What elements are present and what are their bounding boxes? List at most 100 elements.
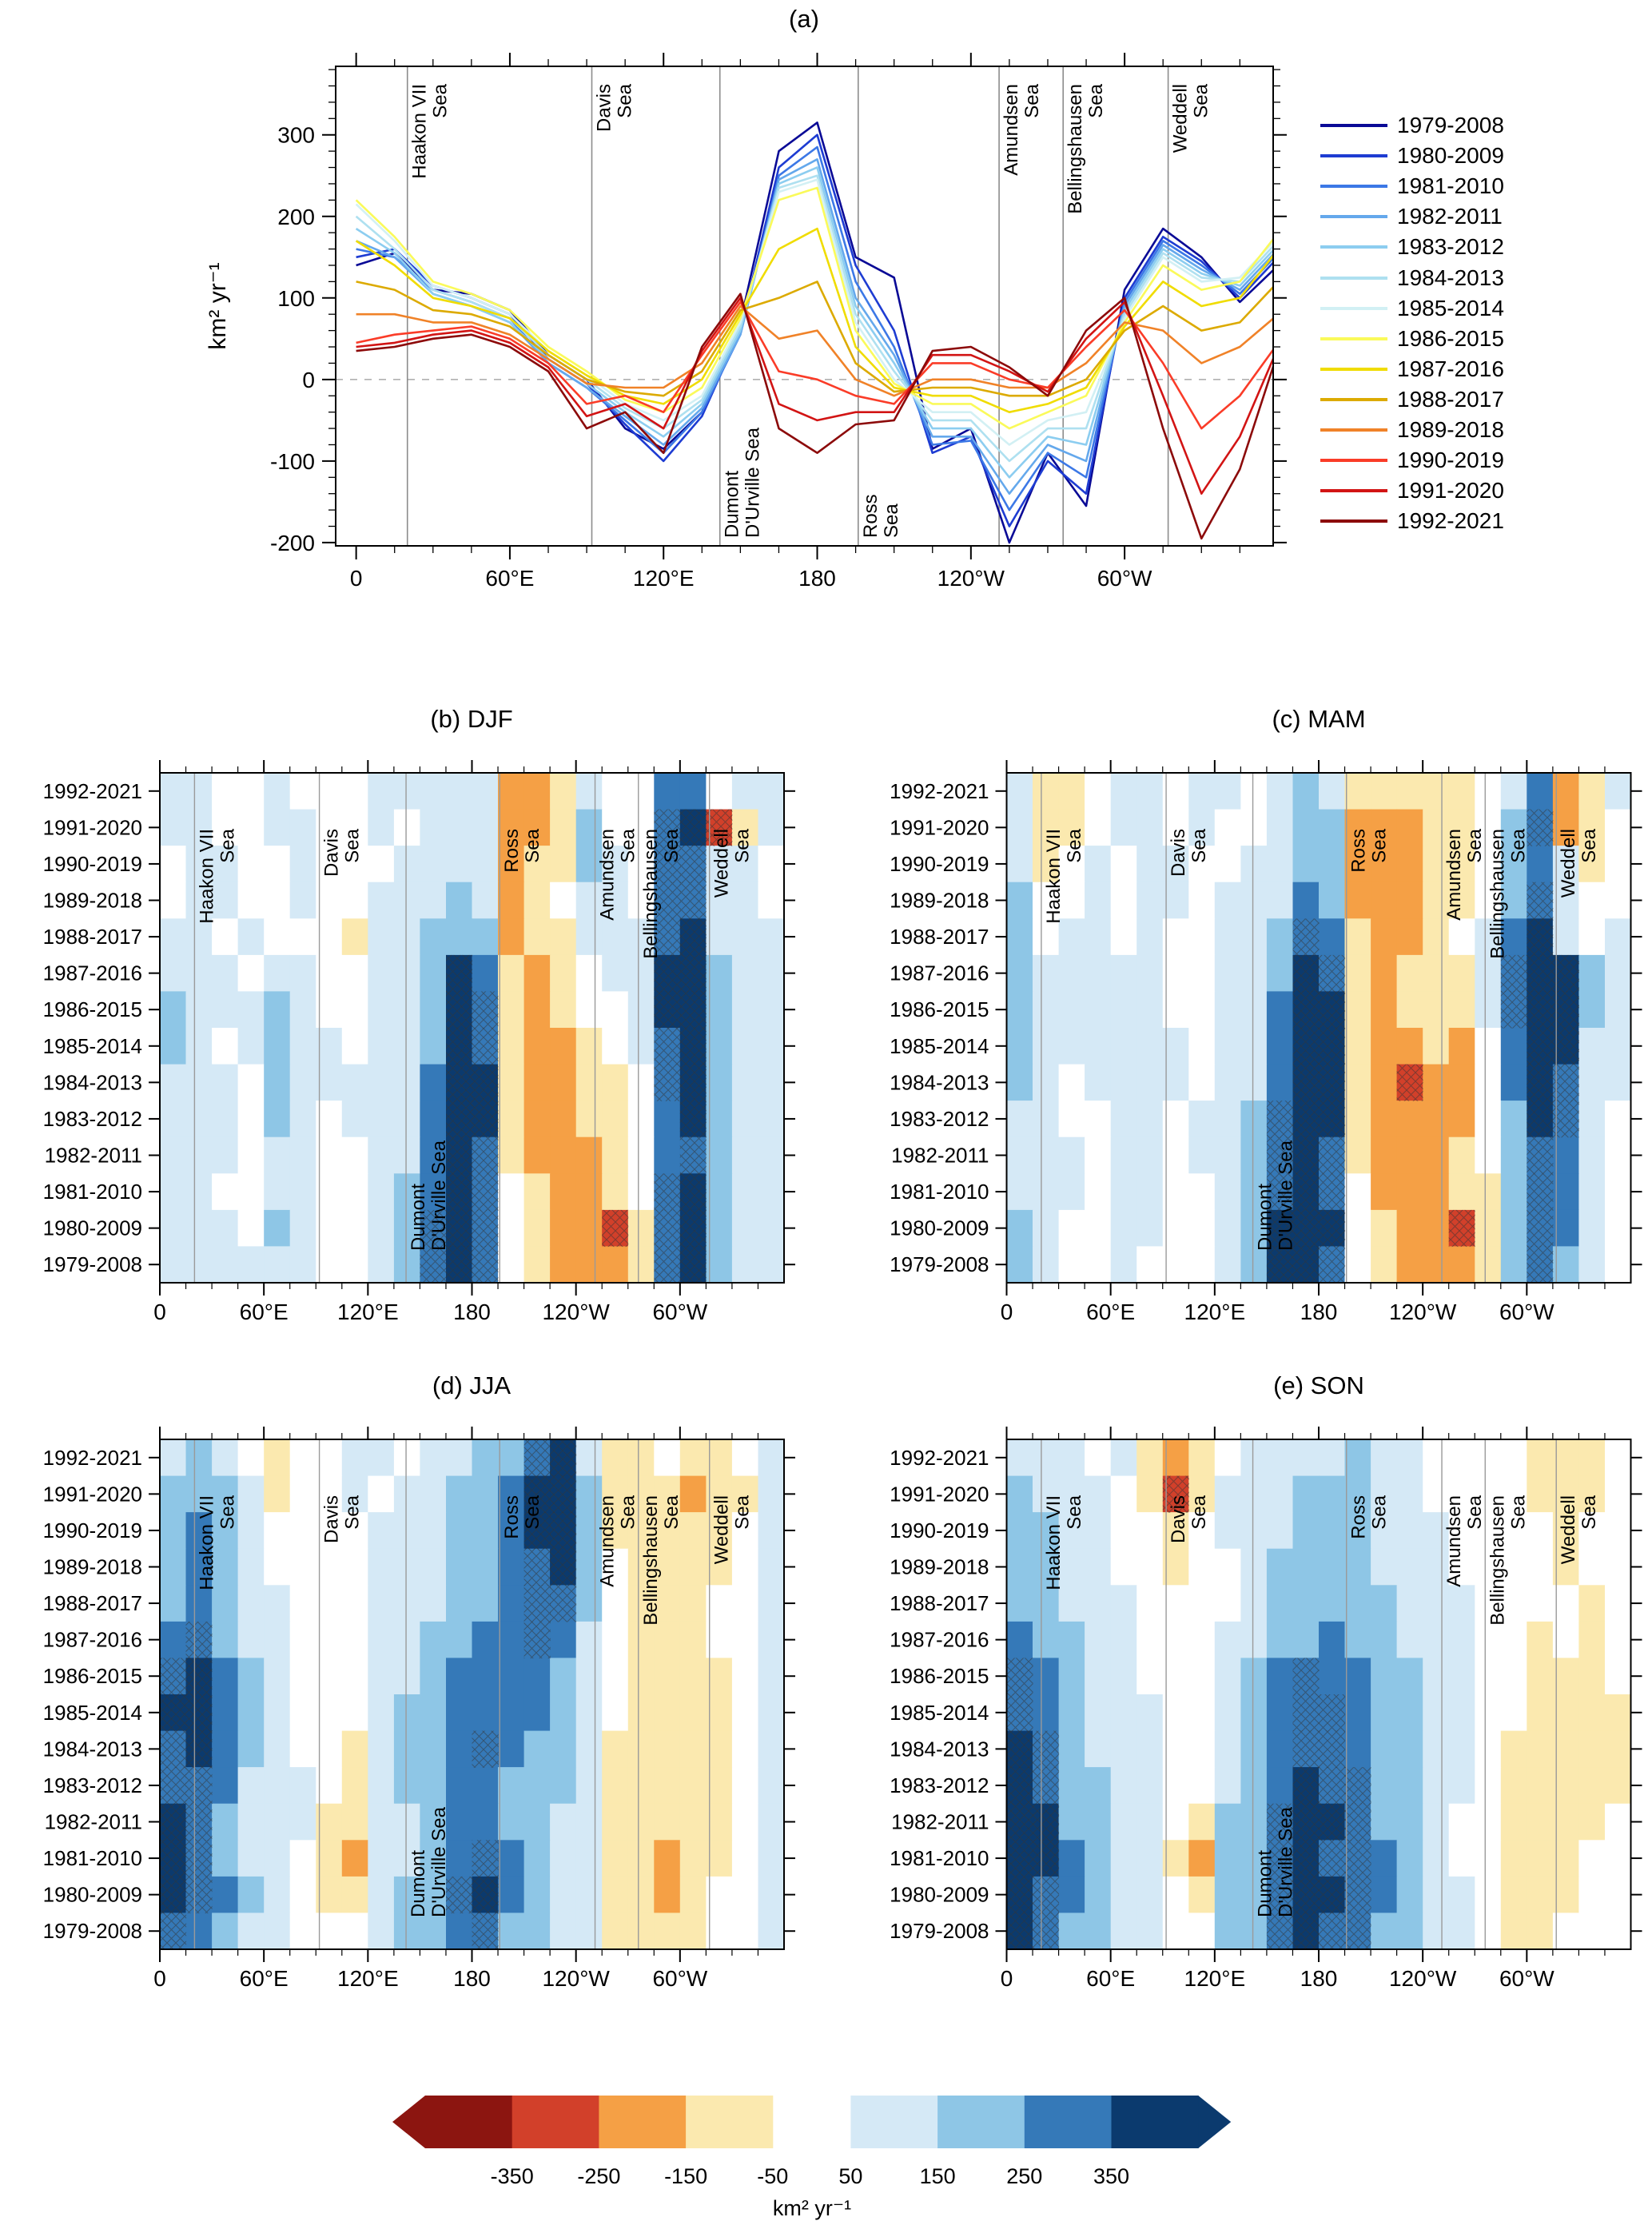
svg-text:1981-2010: 1981-2010 — [43, 1180, 142, 1204]
series-1989-2018 — [356, 304, 1273, 397]
svg-text:60°W: 60°W — [1499, 1300, 1554, 1324]
legend-label: 1987-2016 — [1397, 356, 1504, 381]
legend-item: 1987-2016 — [1320, 354, 1504, 384]
legend-label: 1986-2015 — [1397, 325, 1504, 351]
svg-text:60°W: 60°W — [652, 1300, 707, 1324]
svg-text:1992-2021: 1992-2021 — [890, 779, 989, 803]
svg-text:1984-2013: 1984-2013 — [890, 1737, 989, 1761]
svg-text:1992-2021: 1992-2021 — [43, 779, 142, 803]
svg-text:1990-2019: 1990-2019 — [43, 1519, 142, 1542]
svg-text:1982-2011: 1982-2011 — [45, 1810, 142, 1834]
legend-line-swatch — [1320, 367, 1387, 371]
legend-line-swatch — [1320, 306, 1387, 310]
sea-label: RossSea — [501, 1495, 543, 1538]
legend-label: 1985-2014 — [1397, 295, 1504, 320]
panel-b-plot: 0 60°E 120°E 180 120°W 60°W 1992-2021 1991-2020… — [43, 760, 795, 1324]
legend-line-swatch — [1320, 489, 1387, 493]
legend-item: 1989-2018 — [1320, 415, 1504, 445]
legend-item: 1986-2015 — [1320, 324, 1504, 354]
legend-line-swatch — [1320, 519, 1387, 523]
svg-text:120°W: 120°W — [542, 1966, 610, 1991]
sea-label: AmundsenSea — [597, 1495, 639, 1586]
svg-text:60°W: 60°W — [652, 1966, 707, 1991]
panel-d-plot: 0 60°E 120°E 180 120°W 60°W 1992-2021 1991-2020… — [43, 1427, 795, 1991]
sea-label: WeddellSea — [711, 1495, 754, 1564]
svg-text:1982-2011: 1982-2011 — [891, 1810, 989, 1834]
panel-a-title: (a) — [789, 5, 819, 33]
legend-label: 1980-2009 — [1397, 143, 1504, 169]
sea-label: DumontD'Urville Sea — [1255, 1806, 1297, 1917]
legend-line-swatch — [1320, 215, 1387, 219]
svg-text:250: 250 — [1006, 2164, 1042, 2188]
legend-item: 1985-2014 — [1320, 293, 1504, 324]
series-1984-2013 — [355, 174, 1273, 463]
svg-text:1989-2018: 1989-2018 — [43, 889, 142, 913]
legend-line-swatch — [1320, 397, 1387, 401]
svg-text:-100: -100 — [270, 449, 315, 474]
svg-text:60°W: 60°W — [1097, 566, 1152, 591]
svg-text:1985-2014: 1985-2014 — [890, 1701, 989, 1725]
svg-text:1990-2019: 1990-2019 — [890, 852, 989, 876]
svg-text:60°E: 60°E — [485, 566, 534, 591]
svg-text:1979-2008: 1979-2008 — [43, 1919, 142, 1943]
legend-item: 1990-2019 — [1320, 445, 1504, 476]
svg-text:1985-2014: 1985-2014 — [43, 1034, 142, 1058]
svg-text:1989-2018: 1989-2018 — [890, 889, 989, 913]
svg-text:180: 180 — [453, 1966, 491, 1991]
sea-label: BellingshausenSea — [1065, 83, 1107, 213]
svg-text:120°W: 120°W — [937, 566, 1005, 591]
legend-line-swatch — [1320, 428, 1387, 432]
sea-label: AmundsenSea — [1443, 828, 1486, 920]
svg-text:120°W: 120°W — [1389, 1966, 1457, 1991]
svg-text:120°E: 120°E — [633, 566, 695, 591]
svg-text:60°E: 60°E — [240, 1966, 289, 1991]
series-1981-2010 — [356, 145, 1273, 511]
svg-text:60°E: 60°E — [1086, 1966, 1135, 1991]
legend-line-swatch — [1320, 276, 1387, 280]
legend-label: 1991-2020 — [1397, 478, 1504, 504]
series-1992-2021 — [356, 293, 1273, 540]
sea-label: AmundsenSea — [597, 828, 639, 920]
svg-text:1988-2017: 1988-2017 — [43, 1591, 142, 1615]
svg-text:1987-2016: 1987-2016 — [890, 1628, 989, 1652]
svg-text:120°W: 120°W — [542, 1300, 610, 1324]
svg-text:1983-2012: 1983-2012 — [890, 1773, 989, 1797]
svg-text:1984-2013: 1984-2013 — [890, 1070, 989, 1094]
sea-label: Haakon VIISea — [1043, 828, 1085, 923]
svg-text:1990-2019: 1990-2019 — [890, 1519, 989, 1542]
sea-label: WeddellSea — [1170, 83, 1212, 153]
svg-text:1986-2015: 1986-2015 — [890, 997, 989, 1021]
svg-text:1987-2016: 1987-2016 — [890, 961, 989, 985]
sea-label: DavisSea — [1168, 828, 1210, 877]
svg-text:1986-2015: 1986-2015 — [890, 1664, 989, 1688]
svg-text:1991-2020: 1991-2020 — [890, 1482, 989, 1506]
svg-text:1992-2021: 1992-2021 — [43, 1446, 142, 1470]
sea-label: BellingshausenSea — [640, 828, 683, 958]
sea-label: DumontD'Urville Sea — [408, 1806, 450, 1917]
legend-line-swatch — [1320, 336, 1387, 340]
legend-label: 1988-2017 — [1397, 386, 1504, 412]
sea-label: WeddellSea — [1558, 1495, 1600, 1564]
panel-d-title: (d) JJA — [432, 1371, 512, 1399]
svg-text:200: 200 — [277, 205, 315, 229]
svg-text:1984-2013: 1984-2013 — [43, 1737, 142, 1761]
legend-item: 1988-2017 — [1320, 384, 1504, 415]
svg-text:1980-2009: 1980-2009 — [43, 1883, 142, 1907]
sea-label: WeddellSea — [1558, 828, 1600, 898]
svg-text:180: 180 — [1300, 1300, 1338, 1324]
series-1987-2016 — [355, 227, 1273, 414]
legend-item: 1983-2012 — [1320, 232, 1504, 262]
sea-label: AmundsenSea — [1443, 1495, 1486, 1586]
legend-label: 1979-2008 — [1397, 113, 1504, 138]
sea-label: WeddellSea — [711, 828, 754, 898]
svg-text:0: 0 — [302, 368, 315, 392]
svg-text:120°E: 120°E — [1184, 1966, 1246, 1991]
sea-label: AmundsenSea — [1001, 83, 1043, 175]
svg-text:150: 150 — [920, 2164, 956, 2188]
sea-label: BellingshausenSea — [640, 1495, 683, 1625]
svg-text:-350: -350 — [491, 2164, 534, 2188]
panel-e-title: (e) SON — [1273, 1371, 1364, 1399]
svg-text:0: 0 — [1001, 1300, 1013, 1324]
legend-label: 1989-2018 — [1397, 416, 1504, 442]
